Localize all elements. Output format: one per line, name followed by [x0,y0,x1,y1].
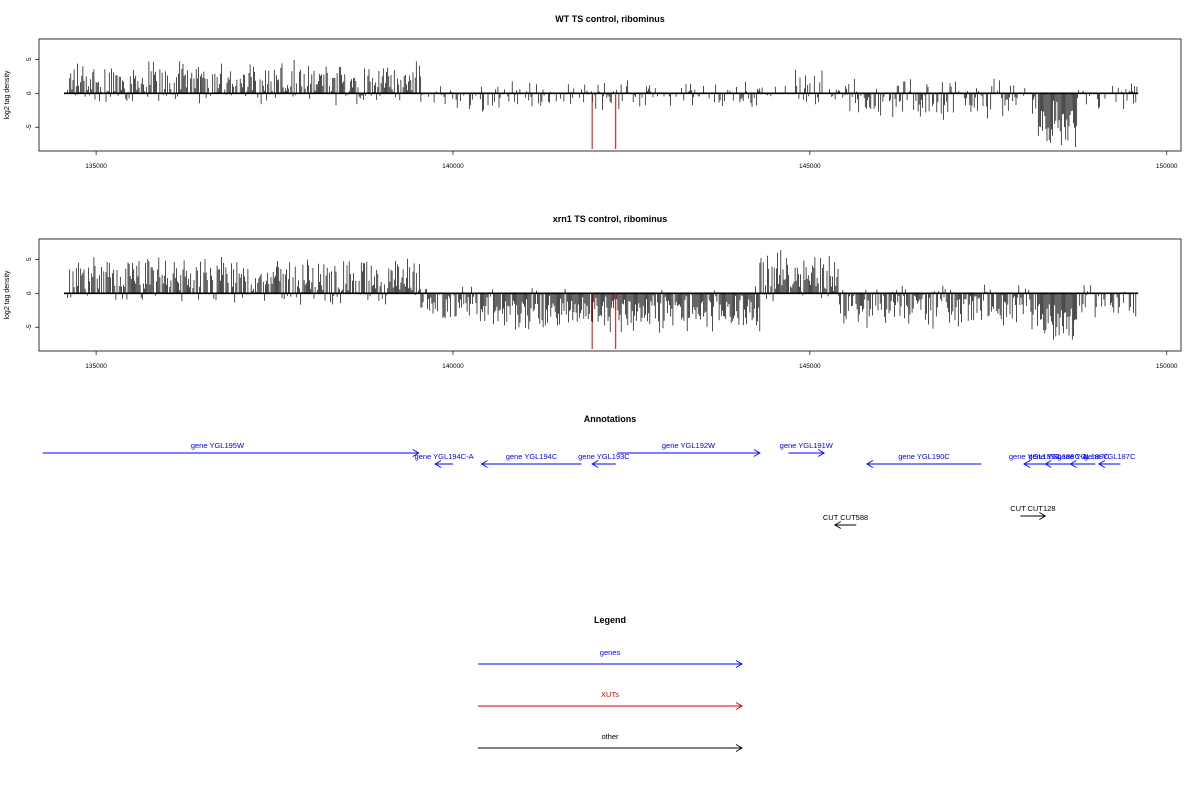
feature-label: gene YGL188C-A [1028,452,1087,461]
feature-label: gene YGL187C [1084,452,1136,461]
feature-arrow-head [817,449,826,457]
x-tick-label: 150000 [1156,363,1178,370]
feature-arrow-head [1039,512,1047,520]
annotations-title: Annotations [584,414,637,424]
density-bars [67,60,1138,147]
feature-arrow-head [753,449,761,457]
legend-item-label: other [601,732,619,741]
feature-arrow-head [591,460,599,468]
wt-density-panel: WT TS control, ribominus log2 tag density… [4,14,1182,170]
feature-label: gene YGL188C [1057,452,1109,461]
feature-arrow-head [1098,460,1106,468]
feature-arrow-head [833,521,842,529]
feature-label: gene YGL194C [506,452,558,461]
x-tick-label: 145000 [799,163,821,170]
feature-label: gene YGL192W [662,441,716,450]
legend-item-label: genes [600,648,621,657]
x-tick-label: 140000 [442,163,464,170]
y-tick-label: -5 [26,324,33,330]
y-axis-label: log2 tag density [4,270,11,320]
feature-label: gene YGL195W [191,441,245,450]
y-tick-label: 0 [26,91,33,95]
feature-label: gene YGL190C [898,452,950,461]
y-tick-label: 5 [26,257,33,261]
feature-arrow-head [1023,460,1031,468]
feature-arrow-head [412,449,420,457]
feature-arrow-head [434,460,442,468]
density-bars [67,250,1138,340]
x-tick-label: 145000 [799,363,821,370]
feature-label: gene YGL191W [780,441,834,450]
chart-title: WT TS control, ribominus [555,14,665,24]
feature-arrow-head [1044,460,1052,468]
plot-frame [38,238,1182,352]
x-tick-label: 150000 [1156,163,1178,170]
legend-title: Legend [594,615,626,625]
y-tick-label: 0 [26,291,33,295]
annotations-panel: Annotations gene YGL195W gene YGL194C-A gen… [42,414,1136,529]
feature-label: gene YGL194C-A [415,452,474,461]
feature-arrow-head [866,460,874,468]
feature-label: gene YGL193C [578,452,630,461]
y-tick-label: -5 [26,124,33,130]
xrn1-density-panel: xrn1 TS control, ribominus log2 tag densi… [4,214,1182,370]
feature-label: CUT CUT588 [823,513,868,522]
plot-frame [38,38,1182,152]
feature-label: gene YGL189C [1009,452,1061,461]
y-axis-label: log2 tag density [4,70,11,120]
feature-label: CUT CUT128 [1010,504,1055,513]
x-tick-label: 135000 [85,163,107,170]
x-tick-label: 135000 [85,363,107,370]
legend-item-arrow-head [735,702,743,710]
y-tick-label: 5 [26,57,33,61]
legend-item-arrow-head [735,744,743,752]
legend-item-label: XUTs [601,690,619,699]
legend-item-arrow-head [735,660,743,668]
feature-arrow-head [480,460,488,468]
feature-arrow-head [1069,460,1077,468]
chart-title: xrn1 TS control, ribominus [553,214,668,224]
x-tick-label: 140000 [442,363,464,370]
legend-panel: Legend genes XUTs other [478,615,743,752]
